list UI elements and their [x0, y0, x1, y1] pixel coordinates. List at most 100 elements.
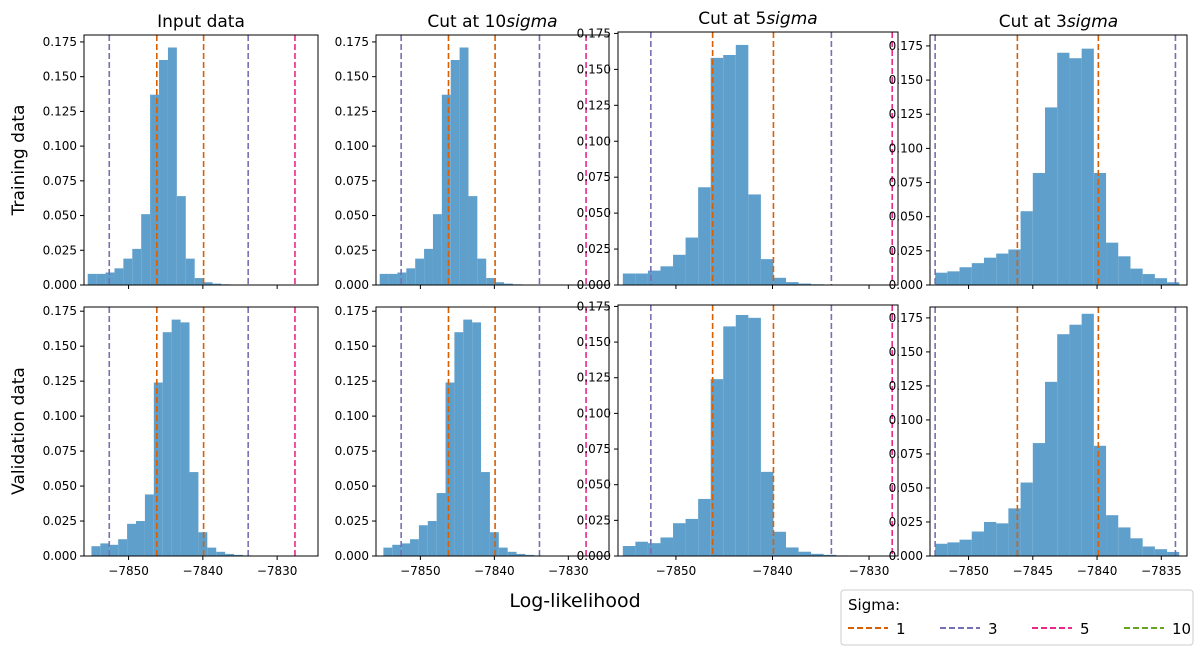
histogram-bar	[498, 547, 508, 556]
histogram-bar	[673, 523, 686, 556]
x-tick-label: −7845	[1013, 564, 1054, 578]
panel-title-italic: sigma	[506, 12, 557, 32]
histogram-bar	[1142, 546, 1155, 556]
histogram-bar	[698, 187, 711, 285]
histogram-bar	[1020, 482, 1033, 556]
histogram-bar	[87, 273, 97, 285]
histogram-bar	[96, 273, 106, 285]
y-tick-label: 0.050	[335, 209, 369, 223]
histogram-bar	[189, 472, 199, 556]
histogram-bar	[212, 283, 222, 285]
y-tick-label: 0.175	[889, 311, 923, 325]
y-tick-label: 0.100	[335, 409, 369, 423]
histogram-bar	[1020, 211, 1033, 285]
panel-6: 0.000 0.025 0.050 0.075 0.100 0.125 0.150 0.175…	[335, 304, 610, 578]
histogram-bar	[450, 60, 460, 285]
y-tick-label: 0.150	[889, 73, 923, 87]
panel-5: 0.000 0.025 0.050 0.075 0.100 0.125 0.150 0.175…	[43, 304, 319, 578]
legend: Sigma: 1 3 5 10	[840, 589, 1194, 646]
panel-2: 0.000 0.025 0.050 0.075 0.100 0.125 0.150 0.175…	[335, 12, 610, 292]
histogram-bar	[959, 267, 972, 285]
histogram-bar	[207, 547, 217, 556]
y-tick-label: 0.000	[577, 278, 611, 292]
histogram-bar	[144, 494, 154, 556]
y-tick-label: 0.150	[889, 345, 923, 359]
y-tick-label: 0.050	[577, 206, 611, 220]
histogram-bar	[516, 553, 526, 556]
y-tick-label: 0.150	[43, 339, 77, 353]
histogram-bar	[379, 273, 389, 285]
panel-title-text: Cut at 3	[999, 12, 1067, 32]
y-tick-label: 0.175	[577, 26, 611, 40]
y-tick-label: 0.000	[335, 278, 369, 292]
x-tick-label: −7835	[1141, 564, 1182, 578]
histogram-bar	[507, 551, 517, 556]
histogram-bar	[463, 319, 473, 556]
histogram-bar	[486, 278, 496, 285]
histogram-bar	[947, 271, 960, 285]
y-tick-label: 0.125	[43, 104, 77, 118]
histogram-bar	[159, 60, 168, 285]
y-tick-label: 0.050	[335, 479, 369, 493]
histogram-bar	[132, 248, 142, 285]
panel-title-text: Cut at 10	[427, 12, 506, 32]
axes-frame	[83, 34, 319, 286]
histogram-bar	[427, 521, 437, 556]
histogram-bar	[1032, 443, 1046, 556]
y-tick-label: 0.050	[889, 481, 923, 495]
histogram-bar	[798, 283, 812, 285]
histogram-bar	[1093, 445, 1107, 556]
y-tick-label: 0.075	[577, 442, 611, 456]
histogram-bar	[748, 194, 761, 285]
panel-title: Cut at 3sigma	[999, 12, 1118, 32]
histogram-bar	[622, 273, 636, 285]
y-tick-label: 0.125	[335, 104, 369, 118]
histogram-bar	[773, 531, 786, 556]
legend-label-1: 1	[896, 620, 906, 638]
y-tick-label: 0.100	[889, 141, 923, 155]
y-tick-label: 0.175	[889, 39, 923, 53]
histogram-bar	[947, 542, 960, 556]
histogram-bar	[1081, 48, 1094, 286]
panel-title-text: Cut at 5	[698, 9, 766, 29]
histogram-bar	[723, 326, 736, 556]
y-tick-label: 0.000	[889, 549, 923, 563]
panel-title-italic: sigma	[1067, 12, 1118, 32]
histogram-bar	[622, 546, 636, 556]
y-tick-label: 0.000	[43, 278, 77, 292]
y-tick-label: 0.000	[889, 278, 923, 292]
y-tick-label: 0.175	[43, 35, 77, 49]
histogram-bar	[635, 541, 648, 556]
histogram-bar	[424, 248, 433, 285]
histogram-bar	[136, 521, 145, 556]
y-tick-label: 0.100	[889, 413, 923, 427]
histogram-bar	[1081, 313, 1094, 556]
histogram-bar	[1106, 242, 1119, 285]
histogram-bar	[1130, 268, 1143, 285]
x-tick-label: −7840	[1077, 564, 1118, 578]
x-tick-label: −7830	[257, 564, 298, 578]
y-tick-label: 0.150	[43, 70, 77, 84]
histogram-bar	[445, 382, 455, 556]
row-label-training: Training data	[9, 105, 29, 217]
panel-1: 0.000 0.025 0.050 0.075 0.100 0.125 0.150 0.175…	[43, 12, 319, 292]
histogram-bar	[760, 471, 774, 556]
histogram-bar	[673, 254, 686, 285]
histogram-bar	[180, 322, 190, 556]
histogram-bar	[1118, 527, 1131, 556]
histogram-bar	[1130, 538, 1143, 556]
y-tick-label: 0.150	[577, 62, 611, 76]
x-tick-label: −7850	[108, 564, 149, 578]
y-tick-label: 0.000	[335, 549, 369, 563]
panels-group: 0.000 0.025 0.050 0.075 0.100 0.125 0.150 0.175…	[43, 9, 1188, 578]
y-tick-label: 0.150	[335, 70, 369, 84]
histogram-bar	[1167, 551, 1180, 556]
y-tick-label: 0.000	[577, 549, 611, 563]
histogram-bar	[472, 322, 482, 556]
y-tick-label: 0.100	[577, 134, 611, 148]
histogram-bar	[971, 531, 984, 556]
histogram-bar	[786, 547, 799, 556]
histogram-bar	[735, 44, 749, 285]
y-tick-label: 0.175	[335, 35, 369, 49]
histogram-bar	[167, 47, 177, 285]
